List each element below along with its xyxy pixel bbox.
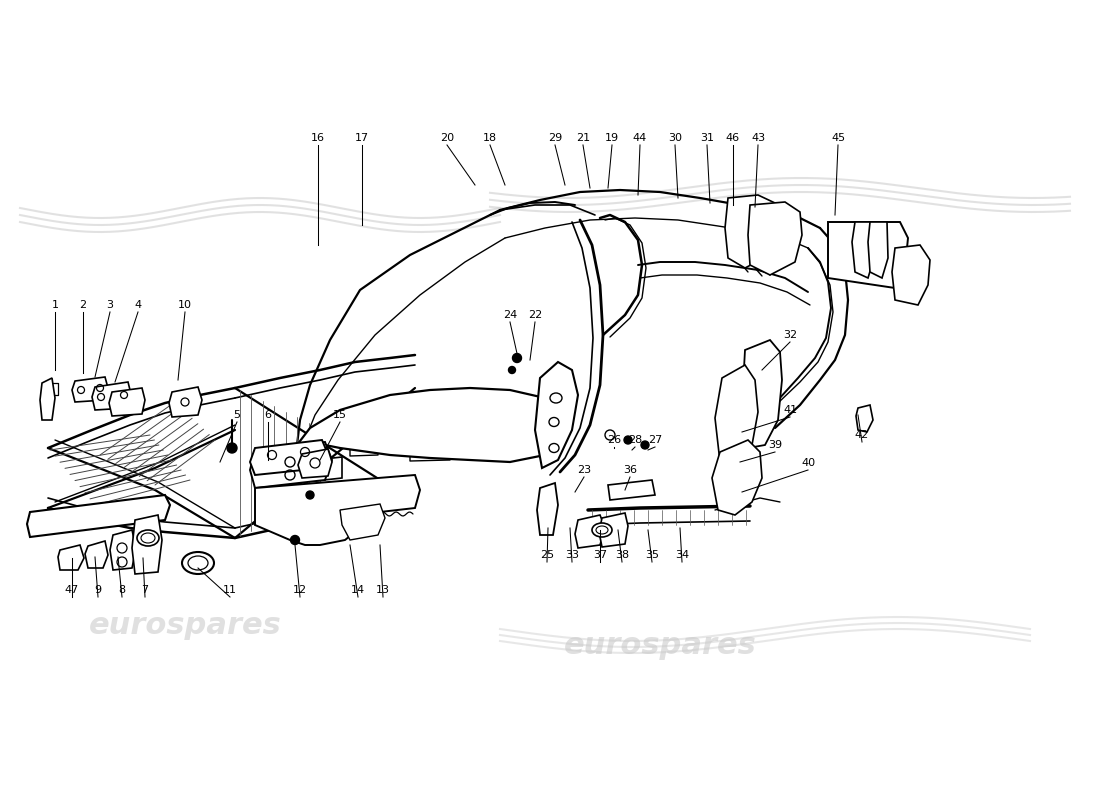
Text: 13: 13 [376,585,390,595]
Polygon shape [298,455,322,478]
Polygon shape [297,388,566,462]
Text: 34: 34 [675,550,689,560]
Polygon shape [575,515,605,548]
Ellipse shape [138,530,160,546]
Text: 26: 26 [607,435,621,445]
Text: 18: 18 [483,133,497,143]
Text: 25: 25 [540,550,554,560]
Circle shape [624,436,632,444]
Polygon shape [712,440,762,515]
Text: 23: 23 [576,465,591,475]
Polygon shape [28,495,170,537]
Text: 27: 27 [648,435,662,445]
Text: 35: 35 [645,550,659,560]
Circle shape [306,491,313,499]
Ellipse shape [182,552,214,574]
Text: 1: 1 [52,300,58,310]
Circle shape [641,441,649,449]
Polygon shape [169,387,202,417]
Polygon shape [852,222,874,278]
Polygon shape [868,222,888,278]
Text: 2: 2 [79,300,87,310]
Text: 14: 14 [351,585,365,595]
Text: 5: 5 [233,410,241,420]
Polygon shape [40,378,55,420]
Text: 44: 44 [632,133,647,143]
Text: 31: 31 [700,133,714,143]
Polygon shape [85,541,108,568]
Text: eurospares: eurospares [563,630,757,659]
Circle shape [513,354,521,362]
Polygon shape [892,245,929,305]
Polygon shape [828,222,907,288]
Text: 3: 3 [107,300,113,310]
Circle shape [290,535,299,545]
Polygon shape [725,195,778,268]
Text: 39: 39 [768,440,782,450]
Text: 11: 11 [223,585,236,595]
Polygon shape [535,362,578,468]
Circle shape [227,443,236,453]
Polygon shape [742,340,782,448]
Text: 17: 17 [355,133,370,143]
Text: 32: 32 [783,330,798,340]
Text: 30: 30 [668,133,682,143]
Text: 46: 46 [726,133,740,143]
Text: 20: 20 [440,133,454,143]
Polygon shape [255,475,420,545]
Text: 6: 6 [264,410,272,420]
Polygon shape [132,515,162,574]
Polygon shape [600,513,628,547]
Text: 9: 9 [95,585,101,595]
Polygon shape [315,457,342,481]
Polygon shape [856,405,873,432]
Polygon shape [340,504,385,540]
Polygon shape [748,202,802,275]
Polygon shape [537,483,558,535]
Polygon shape [92,382,131,410]
Text: eurospares: eurospares [89,610,282,639]
Text: 29: 29 [548,133,562,143]
Text: 10: 10 [178,300,192,310]
Text: 33: 33 [565,550,579,560]
Text: 24: 24 [503,310,517,320]
Ellipse shape [592,523,612,537]
Text: 42: 42 [855,430,869,440]
Text: 41: 41 [783,405,798,415]
Text: 45: 45 [830,133,845,143]
Polygon shape [72,377,108,402]
Text: 19: 19 [605,133,619,143]
Text: 22: 22 [528,310,542,320]
Polygon shape [109,388,145,416]
Text: 8: 8 [119,585,125,595]
Polygon shape [715,365,758,462]
Text: 12: 12 [293,585,307,595]
Text: 15: 15 [333,410,346,420]
Text: 4: 4 [134,300,142,310]
Polygon shape [608,480,654,500]
Text: 37: 37 [593,550,607,560]
Text: 36: 36 [623,465,637,475]
Text: 21: 21 [576,133,590,143]
Text: 16: 16 [311,133,324,143]
Text: 7: 7 [142,585,148,595]
Polygon shape [58,545,84,570]
Circle shape [508,366,516,374]
Text: 38: 38 [615,550,629,560]
Text: 28: 28 [628,435,642,445]
Text: 43: 43 [751,133,766,143]
Polygon shape [250,442,332,488]
Polygon shape [250,440,327,475]
Text: 47: 47 [65,585,79,595]
Polygon shape [110,530,136,570]
Text: 40: 40 [801,458,815,468]
Polygon shape [298,449,332,478]
